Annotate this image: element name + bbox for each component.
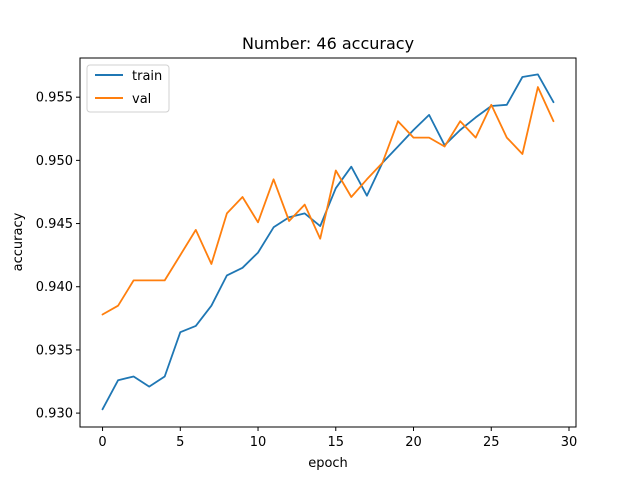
y-tick-label: 0.950 [36, 154, 73, 169]
legend-label-val: val [132, 92, 151, 107]
x-tick-label: 25 [483, 435, 500, 450]
legend-box [86, 64, 170, 113]
x-tick-label: 5 [176, 435, 184, 450]
y-tick-label: 0.940 [36, 280, 73, 295]
x-tick-label: 20 [405, 435, 422, 450]
y-tick-label: 0.935 [36, 343, 73, 358]
x-tick-label: 0 [98, 435, 106, 450]
x-tick-label: 30 [561, 435, 578, 450]
series-line-val [101, 86, 555, 316]
x-axis-label: epoch [308, 456, 348, 471]
y-tick-label: 0.930 [36, 407, 73, 422]
y-axis-ticks: 0.930 0.935 0.940 0.945 0.950 0.955 [36, 91, 80, 422]
y-tick-label: 0.955 [36, 91, 73, 106]
chart-title: Number: 46 accuracy [242, 34, 414, 53]
y-tick-label: 0.945 [36, 217, 73, 232]
legend-label-train: train [132, 69, 162, 84]
y-axis-label: accuracy [11, 212, 26, 271]
x-axis-ticks: 0 5 10 15 20 25 30 [98, 427, 577, 450]
plot-area-frame [79, 57, 577, 428]
x-tick-label: 10 [250, 435, 267, 450]
legend: train val [86, 64, 170, 113]
x-tick-label: 15 [328, 435, 345, 450]
plot-series-group [101, 73, 555, 411]
